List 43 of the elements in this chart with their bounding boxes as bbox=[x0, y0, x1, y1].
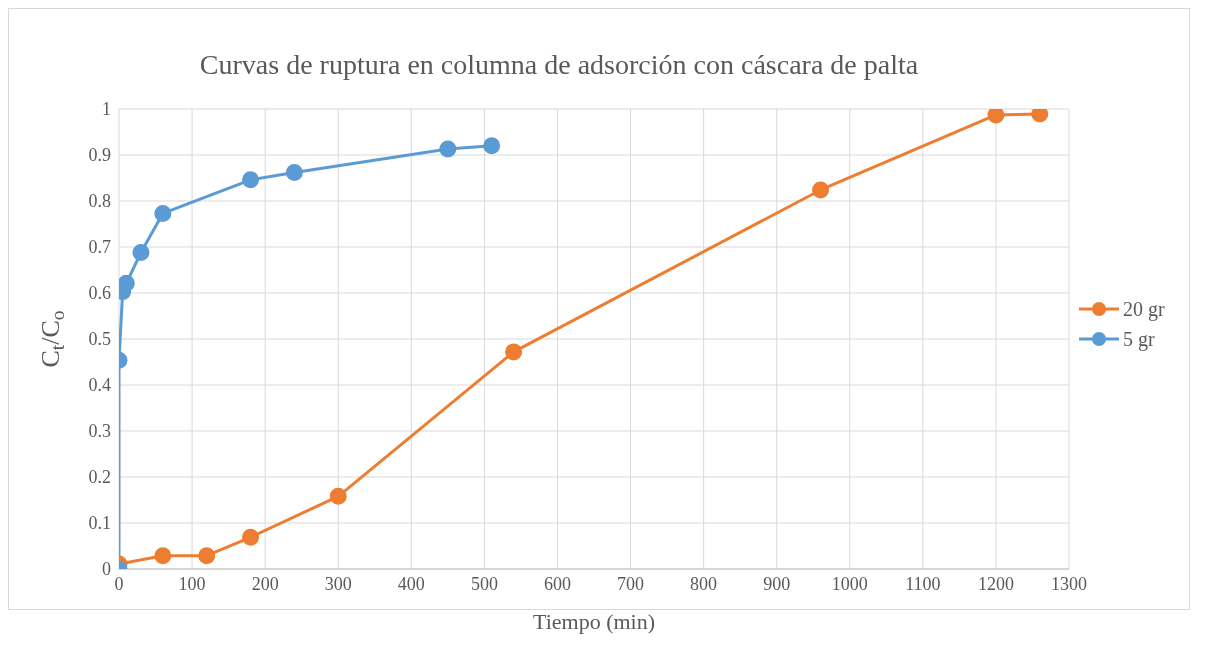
x-tick-label: 700 bbox=[617, 573, 645, 594]
y-tick-label: 0.2 bbox=[88, 467, 111, 488]
point bbox=[329, 487, 347, 505]
y-tick-label: 1 bbox=[102, 99, 111, 120]
y-tick-label: 0 bbox=[102, 559, 111, 580]
point bbox=[285, 163, 303, 181]
x-tick-label: 1200 bbox=[977, 573, 1014, 594]
x-tick-label: 100 bbox=[178, 573, 206, 594]
chart-title: Curvas de ruptura en columna de adsorción con cáscara de palta bbox=[198, 49, 920, 81]
y-tick-label: 0.7 bbox=[88, 237, 111, 258]
point bbox=[987, 109, 1005, 124]
y-tick-label: 0.5 bbox=[88, 329, 111, 350]
point bbox=[1031, 109, 1049, 123]
point bbox=[154, 204, 172, 222]
point bbox=[439, 140, 457, 158]
point bbox=[483, 137, 501, 155]
y-tick-label: 0.8 bbox=[88, 191, 111, 212]
point bbox=[119, 274, 135, 292]
point bbox=[242, 171, 260, 189]
x-tick-label: 400 bbox=[397, 573, 425, 594]
x-tick-label: 600 bbox=[543, 573, 571, 594]
point bbox=[505, 343, 523, 361]
x-tick-label: 1000 bbox=[831, 573, 868, 594]
legend-label: 5 gr bbox=[1123, 327, 1155, 351]
y-tick-label: 0.1 bbox=[88, 513, 111, 534]
point bbox=[154, 547, 172, 565]
point bbox=[242, 528, 260, 546]
x-tick-label: 200 bbox=[251, 573, 279, 594]
y-tick-label: 0.3 bbox=[88, 421, 111, 442]
point bbox=[812, 181, 830, 199]
x-tick-label: 300 bbox=[324, 573, 352, 594]
y-tick-label: 0.4 bbox=[88, 375, 111, 396]
point bbox=[132, 244, 150, 262]
x-axis-title: Tiempo (min) bbox=[532, 609, 656, 634]
x-tick-label: 1300 bbox=[1051, 573, 1087, 594]
y-tick-label: 0.9 bbox=[88, 145, 111, 166]
y-tick-label: 0.6 bbox=[88, 283, 111, 304]
x-tick-label: 500 bbox=[470, 573, 498, 594]
x-tick-label: 800 bbox=[690, 573, 718, 594]
x-tick-label: 900 bbox=[763, 573, 791, 594]
point bbox=[198, 547, 216, 565]
x-tick-label: 1100 bbox=[905, 573, 941, 594]
legend-label: 20 gr bbox=[1123, 297, 1165, 321]
